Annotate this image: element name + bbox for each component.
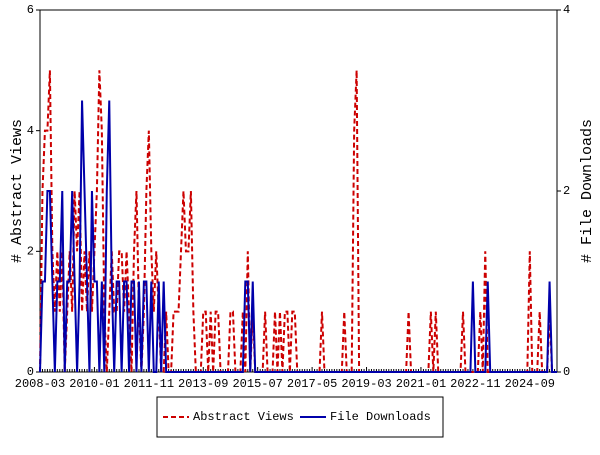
y2-tick-label: 4 xyxy=(563,3,570,17)
y2-tick-label: 2 xyxy=(563,184,570,198)
y-axis-title: # Abstract Views xyxy=(9,119,26,263)
y-tick-label: 0 xyxy=(27,365,34,379)
y-tick-label: 6 xyxy=(27,3,34,17)
legend-label: File Downloads xyxy=(330,410,431,424)
plot-frame xyxy=(39,9,558,373)
y2-tick-label: 0 xyxy=(563,365,570,379)
y-tick-label: 2 xyxy=(27,245,34,259)
y-tick-label: 4 xyxy=(27,124,34,138)
x-tick-label: 2015-07 xyxy=(232,377,282,391)
x-tick-label: 2019-03 xyxy=(341,377,391,391)
x-tick-label: 2011-11 xyxy=(124,377,174,391)
x-tick-label: 2013-09 xyxy=(178,377,228,391)
x-tick-label: 2010-01 xyxy=(69,377,119,391)
x-tick-label: 2008-03 xyxy=(15,377,65,391)
x-tick-label: 2024-09 xyxy=(505,377,555,391)
x-tick-label: 2021-01 xyxy=(396,377,446,391)
y2-axis-title: # File Downloads xyxy=(579,119,596,263)
legend-label: Abstract Views xyxy=(193,410,294,424)
x-tick-label: 2022-11 xyxy=(450,377,500,391)
x-tick-label: 2017-05 xyxy=(287,377,337,391)
series-line xyxy=(39,100,557,373)
series-line xyxy=(39,70,557,373)
